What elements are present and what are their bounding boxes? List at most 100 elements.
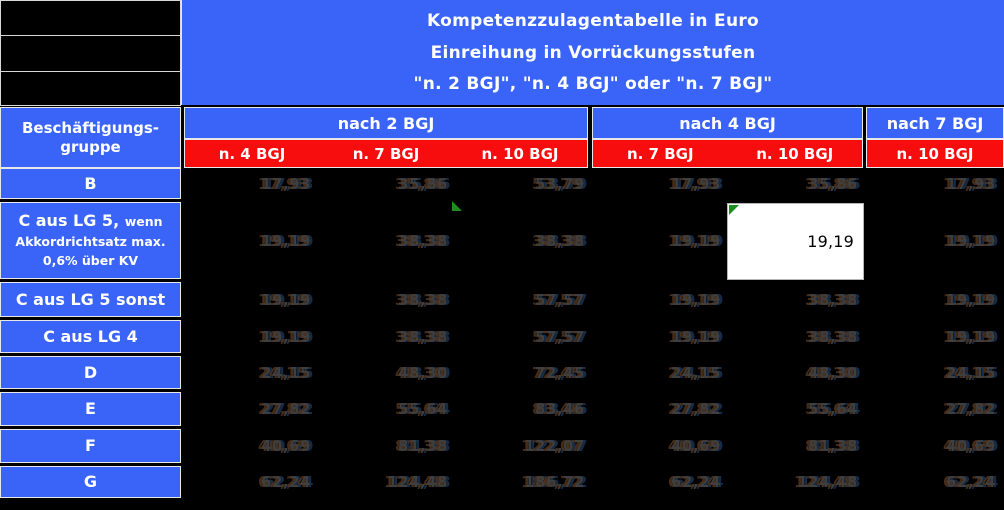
data-cell[interactable]: 27,82 [946, 400, 996, 418]
empty-cell[interactable] [0, 71, 181, 106]
subheader-group-nach-7-bgj[interactable]: n. 10 BGJ [866, 139, 1004, 168]
row-sublabel: Akkordrichtsatz max. [15, 234, 166, 249]
data-cell[interactable]: 19,19 [261, 231, 311, 250]
data-cell[interactable]: 38,38 [808, 327, 858, 346]
data-cell[interactable]: 35,86 [398, 174, 448, 193]
title-line-1: Kompetenzzulagentabelle in Euro [426, 11, 760, 32]
subheader-n10bgj: n. 10 BGJ [896, 144, 974, 163]
row-label-cell[interactable]: F [0, 429, 181, 463]
row-label: B [84, 173, 97, 193]
row-label: D [83, 362, 98, 382]
subheader-n7bgj: n. 7 BGJ [626, 144, 694, 163]
data-cell[interactable]: 27,82 [671, 400, 721, 418]
data-cell[interactable]: 124,48 [797, 473, 858, 491]
row-label-cell[interactable]: B [0, 168, 181, 199]
data-cell[interactable]: 48,30 [398, 363, 448, 382]
error-indicator-icon [452, 201, 462, 211]
data-cell[interactable]: 17,93 [946, 174, 996, 193]
data-cell[interactable]: 38,38 [535, 231, 585, 250]
data-cell[interactable]: 24,15 [671, 363, 721, 382]
data-cell[interactable]: 81,38 [808, 437, 858, 455]
subheader-n4bgj: n. 4 BGJ [218, 144, 286, 163]
data-cell[interactable]: 62,24 [261, 473, 311, 491]
row-label: C aus LG 4 [43, 326, 138, 346]
title-line-2: Einreihung in Vorrückungsstufen [430, 42, 756, 63]
data-cell[interactable]: 62,24 [671, 473, 721, 491]
data-cell[interactable]: 55,64 [398, 400, 448, 418]
data-cell[interactable]: 72,45 [535, 363, 585, 382]
row-label: F [85, 436, 96, 455]
data-cell[interactable]: 19,19 [946, 327, 996, 346]
row-sublabel: 0,6% über KV [42, 253, 139, 268]
data-cell[interactable]: 24,15 [261, 363, 311, 382]
data-cell[interactable]: 122,07 [524, 437, 585, 455]
data-cell[interactable]: 19,19 [261, 290, 311, 309]
row-label-cell[interactable]: C aus LG 5, wenn Akkordrichtsatz max. 0,… [0, 202, 181, 279]
subheader-n10bgj: n. 10 BGJ [756, 144, 834, 163]
table-row: B 17,93 35,86 53,79 17,93 35,86 17,93 [0, 168, 1004, 202]
table-row: G 62,24 124,48 186,72 62,24 124,48 62,24 [0, 466, 1004, 501]
subheader-group-nach-2-bgj[interactable]: n. 4 BGJ n. 7 BGJ n. 10 BGJ [184, 139, 588, 168]
data-cell[interactable]: 17,93 [671, 174, 721, 193]
data-cell[interactable]: 124,48 [387, 473, 448, 491]
data-cell[interactable]: 57,57 [535, 327, 585, 346]
selected-cell-value: 19,19 [807, 232, 854, 251]
table-row: E 27,82 55,64 83,46 27,82 55,64 27,82 [0, 392, 1004, 429]
data-cell[interactable]: 40,69 [261, 437, 311, 455]
data-cell[interactable]: 48,30 [808, 363, 858, 382]
subheader-n7bgj: n. 7 BGJ [352, 144, 420, 163]
row-label-cell[interactable]: D [0, 356, 181, 389]
data-cell[interactable]: 24,15 [946, 363, 996, 382]
row-label-cell[interactable]: C aus LG 5 sonst [0, 282, 181, 317]
row-label: E [85, 399, 96, 418]
table-row: C aus LG 5 sonst 19,19 38,38 57,57 19,19… [0, 282, 1004, 320]
row-label: G [83, 472, 98, 491]
data-cell[interactable]: 19,19 [946, 231, 996, 250]
group-header-nach-7-bgj[interactable]: nach 7 BGJ [866, 107, 1004, 139]
group-header-nach-2-bgj[interactable]: nach 2 BGJ [184, 107, 588, 139]
table-row: C aus LG 4 19,19 38,38 57,57 19,19 38,38… [0, 320, 1004, 356]
data-cell[interactable]: 19,19 [671, 290, 721, 309]
data-cell[interactable]: 186,72 [524, 473, 585, 491]
data-cell[interactable]: 55,64 [808, 400, 858, 418]
subheader-n10bgj: n. 10 BGJ [481, 144, 559, 163]
title-block[interactable]: Kompetenzzulagentabelle in Euro Einreihu… [181, 0, 1004, 105]
data-cell[interactable]: 35,86 [808, 174, 858, 193]
data-cell[interactable]: 38,38 [398, 290, 448, 309]
subheader-group-nach-4-bgj[interactable]: n. 7 BGJ n. 10 BGJ [592, 139, 863, 168]
row-label-cell[interactable]: G [0, 466, 181, 498]
row-label-cell[interactable]: C aus LG 4 [0, 320, 181, 353]
data-cell[interactable]: 38,38 [808, 290, 858, 309]
group-header-nach-4-bgj[interactable]: nach 4 BGJ [592, 107, 863, 139]
data-cell[interactable]: 19,19 [946, 290, 996, 309]
data-cell[interactable]: 17,93 [261, 174, 311, 193]
data-cell[interactable]: 83,46 [535, 400, 585, 418]
table-row: D 24,15 48,30 72,45 24,15 48,30 24,15 [0, 356, 1004, 392]
data-cell[interactable]: 40,69 [671, 437, 721, 455]
data-cell[interactable]: 81,38 [398, 437, 448, 455]
data-cell[interactable]: 38,38 [398, 327, 448, 346]
table-row: C aus LG 5, wenn Akkordrichtsatz max. 0,… [0, 202, 1004, 282]
data-cell[interactable]: 19,19 [671, 327, 721, 346]
data-cell[interactable]: 38,38 [398, 231, 448, 250]
error-indicator-icon [729, 205, 739, 215]
data-cell[interactable]: 19,19 [261, 327, 311, 346]
selected-cell[interactable]: 19,19 [727, 203, 864, 280]
data-cell[interactable]: 57,57 [535, 290, 585, 309]
data-cell[interactable]: 62,24 [946, 473, 996, 491]
data-cell[interactable]: 27,82 [261, 400, 311, 418]
table-row: F 40,69 81,38 122,07 40,69 81,38 40,69 [0, 429, 1004, 466]
empty-cell[interactable] [0, 35, 181, 72]
row-label: C aus LG 5 sonst [15, 289, 166, 309]
data-cell[interactable]: 53,79 [535, 174, 585, 193]
row-label: C aus LG 5, wenn [18, 211, 163, 230]
row-label-cell[interactable]: E [0, 392, 181, 426]
data-cell[interactable]: 40,69 [946, 437, 996, 455]
header-label-line-1: Beschäftigungs- [21, 118, 160, 137]
empty-cell[interactable] [0, 0, 181, 36]
title-line-3: "n. 2 BGJ", "n. 4 BGJ" oder "n. 7 BGJ" [413, 73, 773, 94]
column-header-beschaeftigungsgruppe[interactable]: Beschäftigungs- gruppe [0, 107, 181, 168]
data-cell[interactable]: 19,19 [671, 231, 721, 250]
header-label-line-2: gruppe [60, 137, 121, 156]
